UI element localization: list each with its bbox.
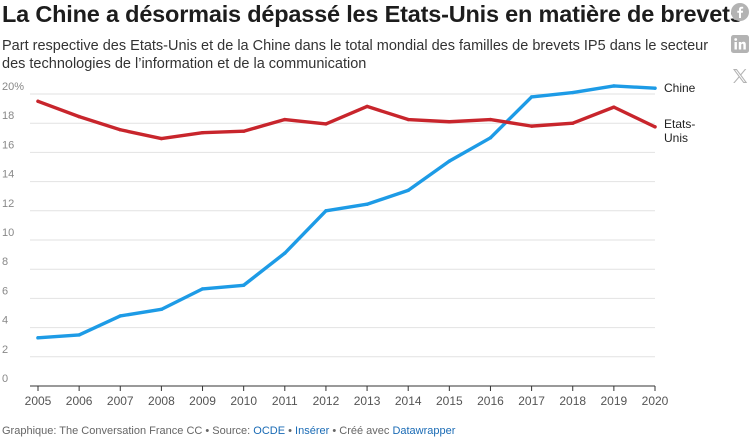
y-tick-label: 12: [2, 198, 14, 210]
y-tick-label: 18: [2, 110, 14, 122]
data-point-chine: [653, 86, 657, 90]
series-line-etats-unis: [36, 99, 657, 141]
x-tick-label: 2015: [436, 394, 463, 408]
series-labels: Chine Etats-Unis: [664, 81, 696, 145]
y-tick-label: 4: [2, 315, 8, 327]
data-point-chine: [118, 314, 122, 318]
data-point-etats-unis: [283, 117, 287, 122]
x-tick-label: 2013: [354, 394, 381, 408]
data-point-chine: [200, 287, 205, 291]
x-tick-label: 2020: [642, 394, 669, 408]
y-tick-label: 8: [2, 256, 8, 268]
series-group: [36, 84, 657, 340]
series-line-chine: [36, 84, 657, 340]
y-tick-label: 6: [2, 285, 8, 297]
data-point-chine: [283, 251, 287, 255]
data-point-etats-unis: [77, 114, 81, 119]
x-tick-label: 2006: [66, 394, 93, 408]
data-point-chine: [77, 333, 81, 337]
gridlines: [30, 93, 655, 387]
x-tick-label: 2010: [230, 394, 257, 408]
data-point-chine: [241, 283, 246, 287]
y-axis: 0 2 4 6 8 10 12 14 16 18 20%: [2, 81, 24, 385]
linkedin-icon: [731, 35, 749, 53]
x-tick-label: 2014: [395, 394, 422, 408]
datawrapper-link[interactable]: Datawrapper: [392, 425, 456, 437]
data-point-chine: [406, 188, 410, 193]
footer-credit-prefix: • Créé avec: [329, 425, 393, 437]
data-point-etats-unis: [653, 125, 657, 129]
data-point-etats-unis: [36, 99, 40, 104]
x-tick-label: 2012: [313, 394, 340, 408]
x-tick-label: 2008: [148, 394, 175, 408]
x-tick-label: 2019: [601, 394, 628, 408]
footer-separator: •: [285, 425, 296, 437]
chart-footer: Graphique: The Conversation France CC • …: [2, 425, 455, 437]
data-point-chine: [571, 90, 575, 95]
data-point-chine: [488, 136, 493, 140]
y-tick-label: 14: [2, 169, 14, 181]
data-point-etats-unis: [324, 122, 328, 126]
chart-subtitle: Part respective des Etats-Unis et de la …: [2, 38, 709, 72]
data-point-etats-unis: [406, 117, 410, 122]
x-share-button[interactable]: [730, 66, 754, 90]
x-tick-label: 2005: [25, 394, 52, 408]
linkedin-share-button[interactable]: [730, 34, 754, 58]
y-tick-label: 16: [2, 139, 14, 151]
data-point-etats-unis: [447, 120, 452, 124]
data-point-chine: [36, 336, 40, 340]
footer-prefix: Graphique: The Conversation France CC • …: [2, 425, 254, 437]
data-point-chine: [159, 307, 164, 312]
source-link[interactable]: OCDE: [253, 425, 286, 437]
data-point-etats-unis: [571, 121, 575, 125]
y-tick-label: 2: [2, 344, 8, 356]
series-label-chine: Chine: [664, 81, 696, 95]
x-tick-label: 2016: [477, 394, 504, 408]
x-tick-label: 2009: [189, 394, 216, 408]
data-point-etats-unis: [612, 105, 616, 109]
data-point-etats-unis: [529, 124, 534, 128]
data-point-chine: [612, 84, 616, 88]
series-label-etats-unis: Unis: [664, 131, 688, 145]
facebook-icon: [731, 3, 749, 21]
x-tick-label: 2011: [272, 394, 298, 408]
data-point-chine: [324, 209, 328, 213]
data-point-etats-unis: [488, 117, 493, 122]
x-axis: 2005 2006 2007 2008 2009 2010 2011 2012 2013 2014…: [25, 386, 669, 408]
y-tick-label: 20%: [2, 81, 24, 93]
data-point-chine: [365, 202, 369, 206]
x-tick-label: 2017: [518, 394, 545, 408]
embed-link[interactable]: Insérer: [295, 425, 330, 437]
y-tick-label: 0: [2, 373, 8, 385]
data-point-etats-unis: [118, 128, 122, 132]
x-tick-label: 2018: [559, 394, 586, 408]
data-point-etats-unis: [200, 130, 205, 135]
facebook-share-button[interactable]: [730, 2, 754, 26]
y-tick-label: 10: [2, 227, 14, 239]
chart-title: La Chine a désormais dépassé les Etats-U…: [2, 1, 743, 27]
data-point-etats-unis: [241, 129, 246, 133]
data-point-etats-unis: [159, 136, 164, 141]
x-tick-label: 2007: [107, 394, 134, 408]
data-point-etats-unis: [365, 104, 369, 109]
x-icon: [733, 69, 748, 83]
series-label-etats-unis: Etats-: [664, 117, 695, 131]
data-point-chine: [529, 95, 534, 99]
data-point-chine: [447, 159, 452, 163]
